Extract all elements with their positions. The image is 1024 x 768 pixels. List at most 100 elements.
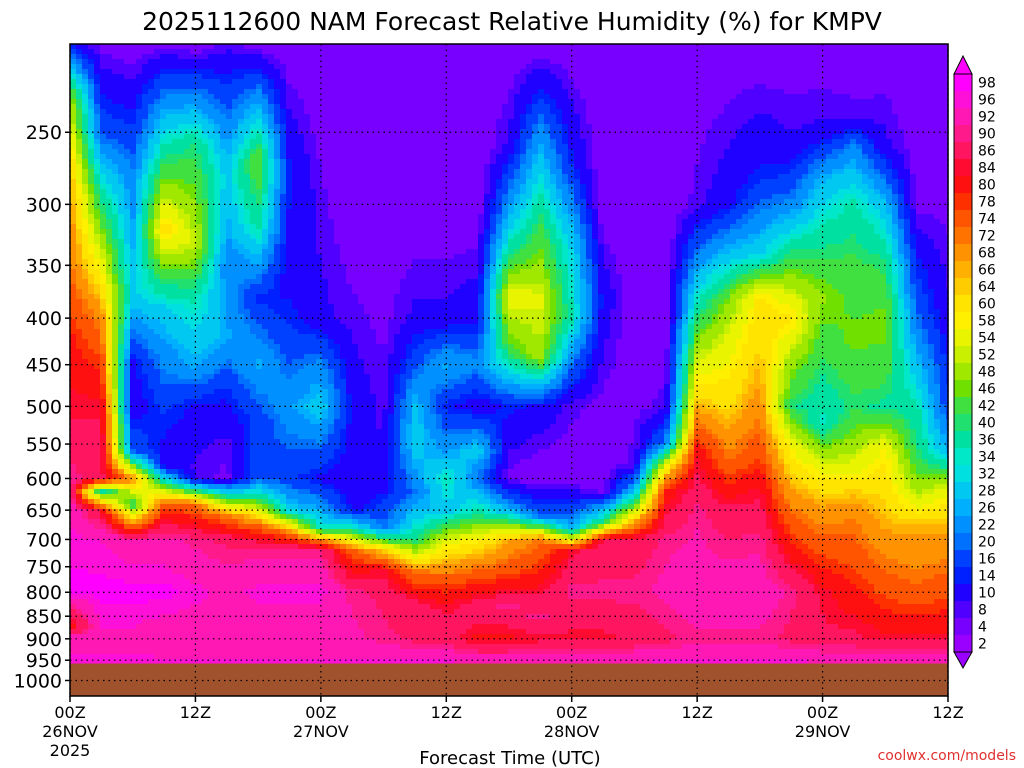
heatmap-cell xyxy=(190,199,197,205)
heatmap-cell xyxy=(70,564,77,570)
heatmap-cell xyxy=(82,339,89,345)
heatmap-cell xyxy=(298,629,305,635)
heatmap-cell xyxy=(238,334,245,340)
heatmap-cell xyxy=(238,384,245,390)
heatmap-cell xyxy=(190,329,197,335)
heatmap-cell xyxy=(280,144,287,150)
heatmap-cell xyxy=(130,409,137,415)
heatmap-cell xyxy=(130,209,137,215)
heatmap-cell xyxy=(82,144,89,150)
heatmap-cell xyxy=(166,364,173,370)
heatmap-cell xyxy=(220,124,227,130)
heatmap-cell xyxy=(136,369,143,375)
heatmap-cell xyxy=(262,224,269,230)
heatmap-cell xyxy=(304,479,311,485)
heatmap-cell xyxy=(118,149,125,155)
heatmap-cell xyxy=(112,109,119,115)
heatmap-cell xyxy=(226,379,233,385)
heatmap-cell xyxy=(166,454,173,460)
heatmap-cell xyxy=(76,644,83,650)
heatmap-cell xyxy=(178,379,185,385)
heatmap-cell xyxy=(154,199,161,205)
heatmap-cell xyxy=(142,319,149,325)
heatmap-cell xyxy=(268,284,275,290)
heatmap-cell xyxy=(124,254,131,260)
heatmap-cell xyxy=(196,234,203,240)
heatmap-cell xyxy=(118,49,125,55)
heatmap-cell xyxy=(70,59,77,65)
heatmap-cell xyxy=(82,604,89,610)
heatmap-cell xyxy=(100,69,107,75)
heatmap-cell xyxy=(244,409,251,415)
heatmap-cell xyxy=(94,184,101,190)
heatmap-cell xyxy=(202,534,209,540)
heatmap-cell xyxy=(274,154,281,160)
heatmap-cell xyxy=(70,294,77,300)
heatmap-cell xyxy=(178,214,185,220)
heatmap-cell xyxy=(190,139,197,145)
heatmap-cell xyxy=(148,84,155,90)
heatmap-cell xyxy=(106,499,113,505)
heatmap-cell xyxy=(82,179,89,185)
heatmap-cell xyxy=(298,604,305,610)
heatmap-cell xyxy=(196,254,203,260)
heatmap-cell xyxy=(100,574,107,580)
heatmap-cell xyxy=(286,559,293,565)
heatmap-cell xyxy=(256,494,263,500)
heatmap-cell xyxy=(184,194,191,200)
heatmap-cell xyxy=(166,444,173,450)
heatmap-cell xyxy=(142,259,149,265)
heatmap-cell xyxy=(298,314,305,320)
heatmap-cell xyxy=(94,144,101,150)
heatmap-cell xyxy=(250,574,257,580)
heatmap-cell xyxy=(148,174,155,180)
heatmap-cell xyxy=(244,624,251,630)
heatmap-cell xyxy=(190,529,197,535)
heatmap-cell xyxy=(184,549,191,555)
heatmap-cell xyxy=(106,334,113,340)
heatmap-cell xyxy=(214,119,221,125)
heatmap-cell xyxy=(262,389,269,395)
heatmap-cell xyxy=(208,614,215,620)
heatmap-cell xyxy=(106,549,113,555)
heatmap-cell xyxy=(220,454,227,460)
heatmap-cell xyxy=(196,204,203,210)
heatmap-cell xyxy=(274,279,281,285)
heatmap-cell xyxy=(304,349,311,355)
heatmap-cell xyxy=(70,339,77,345)
heatmap-cell xyxy=(220,104,227,110)
heatmap-cell xyxy=(220,249,227,255)
heatmap-cell xyxy=(106,74,113,80)
heatmap-cell xyxy=(142,104,149,110)
heatmap-cell xyxy=(298,379,305,385)
heatmap-cell xyxy=(244,114,251,120)
heatmap-cell xyxy=(166,254,173,260)
heatmap-cell xyxy=(208,479,215,485)
heatmap-cell xyxy=(154,499,161,505)
heatmap-cell xyxy=(220,289,227,295)
heatmap-cell xyxy=(100,219,107,225)
heatmap-cell xyxy=(190,224,197,230)
heatmap-cell xyxy=(178,279,185,285)
heatmap-cell xyxy=(88,509,95,515)
heatmap-cell xyxy=(220,659,227,665)
heatmap-cell xyxy=(214,529,221,535)
heatmap-cell xyxy=(70,349,77,355)
heatmap-cell xyxy=(292,254,299,260)
heatmap-cell xyxy=(94,54,101,60)
heatmap-cell xyxy=(226,499,233,505)
heatmap-cell xyxy=(214,354,221,360)
heatmap-cell xyxy=(232,514,239,520)
heatmap-cell xyxy=(238,364,245,370)
heatmap-cell xyxy=(274,549,281,555)
heatmap-cell xyxy=(172,464,179,470)
heatmap-cell xyxy=(262,334,269,340)
heatmap-cell xyxy=(202,644,209,650)
heatmap-cell xyxy=(232,119,239,125)
heatmap-cell xyxy=(118,569,125,575)
heatmap-cell xyxy=(184,359,191,365)
heatmap-cell xyxy=(130,149,137,155)
heatmap-cell xyxy=(214,484,221,490)
heatmap-cell xyxy=(154,134,161,140)
heatmap-cell xyxy=(154,649,161,655)
